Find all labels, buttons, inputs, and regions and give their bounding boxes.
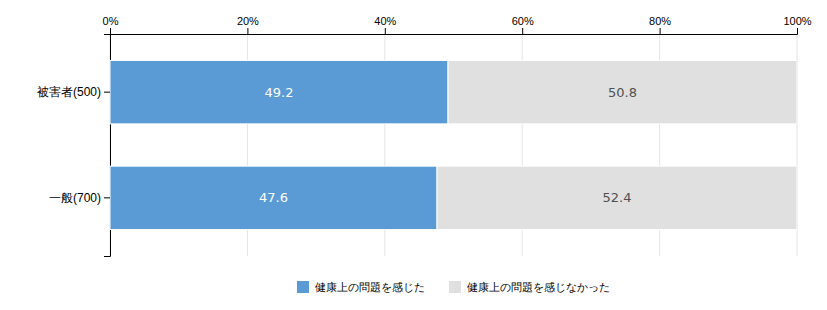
x-tick-mark (660, 28, 661, 34)
bar (448, 60, 797, 123)
x-tick-label: 20% (237, 15, 259, 27)
y-tick-label: 一般(700) (49, 191, 101, 205)
x-tick-mark (797, 28, 798, 34)
x-tick: 100% (783, 15, 811, 34)
x-tick-label: 60% (512, 15, 534, 27)
y-tick-mark (104, 92, 110, 93)
x-tick-mark (385, 28, 386, 34)
legend-label: 健康上の問題を感じなかった (467, 281, 610, 294)
x-axis: 0% 20% 40% 60% 80% 100% (103, 15, 812, 35)
x-tick: 40% (374, 15, 396, 34)
bar (437, 166, 797, 229)
y-tick-mark (104, 197, 110, 198)
y-axis-line (104, 35, 111, 257)
data-label: 49.2 (265, 85, 294, 100)
x-tick: 60% (512, 15, 534, 34)
legend-swatch (297, 281, 309, 293)
legend-swatch (449, 281, 461, 293)
data-labels: 49.2 47.6 50.8 52.4 (259, 85, 637, 206)
plot: 0% 20% 40% 60% 80% 100% 被害者(500) 一般(700) 49.2 47.… (37, 15, 812, 257)
y-tick-label: 被害者(500) (37, 85, 101, 99)
x-tick-mark (522, 28, 523, 34)
x-tick: 80% (649, 15, 671, 34)
x-tick: 0% (103, 15, 119, 34)
y-tick: 一般(700) (49, 191, 110, 205)
x-tick-label: 100% (783, 15, 811, 27)
y-tick: 被害者(500) (37, 85, 110, 99)
legend-label: 健康上の問題を感じた (315, 281, 425, 294)
legend: 健康上の問題を感じた 健康上の問題を感じなかった (297, 281, 610, 294)
chart: 0% 20% 40% 60% 80% 100% 被害者(500) 一般(700) 49.2 47.… (0, 0, 827, 310)
y-axis: 被害者(500) 一般(700) (37, 35, 111, 257)
data-label: 52.4 (603, 190, 632, 205)
bar (110, 60, 448, 123)
x-tick-label: 0% (103, 15, 119, 27)
x-tick-label: 40% (374, 15, 396, 27)
x-tick: 20% (237, 15, 259, 34)
bar (110, 166, 437, 229)
x-axis-line (111, 28, 798, 35)
x-tick-label: 80% (649, 15, 671, 27)
bars (110, 60, 797, 229)
grid (110, 34, 797, 256)
x-tick-mark (110, 28, 111, 34)
legend-item: 健康上の問題を感じなかった (449, 281, 610, 294)
legend-item: 健康上の問題を感じた (297, 281, 425, 294)
x-tick-mark (247, 28, 248, 34)
data-label: 47.6 (259, 190, 288, 205)
data-label: 50.8 (608, 85, 637, 100)
